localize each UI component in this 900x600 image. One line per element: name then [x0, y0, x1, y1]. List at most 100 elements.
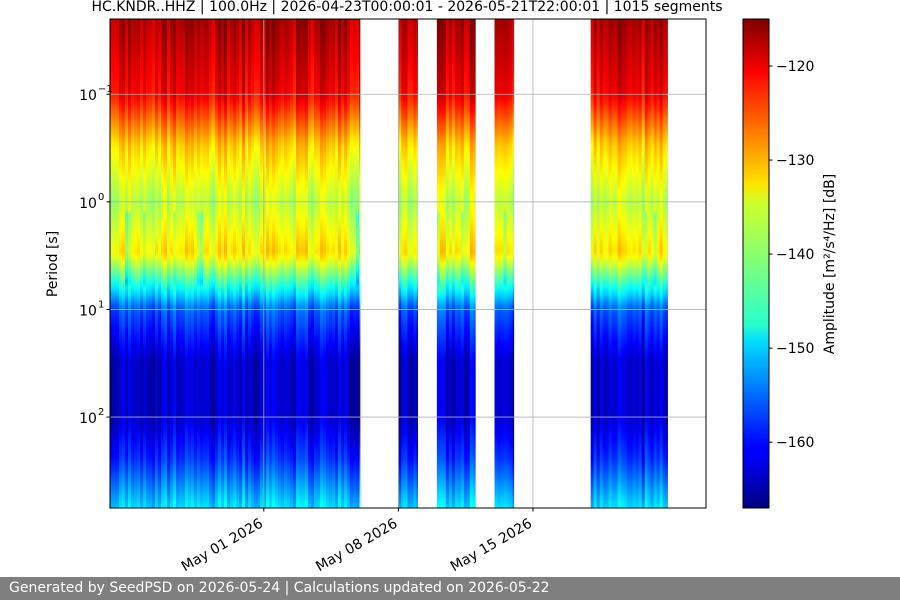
heatmap-column — [644, 19, 649, 508]
heatmap-column — [439, 19, 444, 508]
heatmap-column — [326, 19, 330, 508]
heatmap-column — [353, 19, 357, 508]
heatmap-column — [608, 19, 613, 508]
heatmap-column — [302, 19, 306, 508]
heatmap-column — [125, 19, 129, 508]
heatmap-column — [329, 19, 333, 508]
grid-lines — [110, 19, 706, 508]
heatmap-column — [308, 19, 312, 508]
heatmap-column — [641, 19, 646, 508]
heatmap-column — [152, 19, 156, 508]
heatmap-column — [299, 19, 303, 508]
heatmap-column — [257, 19, 261, 508]
colorbar-tick-label: −140 — [776, 247, 814, 263]
chart-title: HC.KNDR..HHZ | 100.0Hz | 2026-04-23T00:0… — [91, 0, 722, 15]
heatmap-column — [185, 19, 189, 508]
colorbar-tick-label: −130 — [776, 153, 814, 169]
heatmap-column — [593, 19, 598, 508]
heatmap-column — [620, 19, 625, 508]
heatmap-column — [460, 19, 465, 508]
x-axis: May 01 2026 May 08 2026 May 15 2026 — [179, 508, 535, 575]
heatmap-column — [200, 19, 204, 508]
heatmap-column — [116, 19, 120, 508]
heatmap-column — [445, 19, 450, 508]
heatmap-column — [347, 19, 351, 508]
heatmap-column — [629, 19, 634, 508]
heatmap-column — [416, 19, 419, 508]
heatmap-column — [599, 19, 604, 508]
heatmap-column — [311, 19, 315, 508]
heatmap-column — [359, 19, 361, 508]
heatmap-column — [497, 19, 501, 508]
colorbar — [742, 18, 770, 509]
heatmap-column — [113, 19, 117, 508]
heatmap-column — [442, 19, 447, 508]
y-tick-exponent: 0 — [98, 192, 104, 203]
heatmap-column — [188, 19, 192, 508]
heatmap-column — [206, 19, 210, 508]
heatmap-column — [290, 19, 294, 508]
heatmap-column — [278, 19, 282, 508]
heatmap-column — [596, 19, 601, 508]
heatmap-column — [173, 19, 177, 508]
heatmap-column — [500, 19, 504, 508]
x-tick-label: May 08 2026 — [313, 516, 400, 576]
heatmap-column — [119, 19, 123, 508]
heatmap-column — [509, 19, 513, 508]
heatmap-column — [320, 19, 324, 508]
heatmap-column — [512, 19, 515, 508]
heatmap-column — [448, 19, 453, 508]
heatmap-column — [356, 19, 360, 508]
heatmap-column — [296, 19, 300, 508]
x-tick-label: May 01 2026 — [179, 516, 266, 576]
heatmap-column — [161, 19, 165, 508]
heatmap-column — [350, 19, 354, 508]
colorbar-tick-label: −120 — [776, 59, 814, 75]
heatmap-column — [233, 19, 237, 508]
heatmap-column — [305, 19, 309, 508]
heatmap-column — [466, 19, 471, 508]
heatmap-column — [209, 19, 213, 508]
heatmap-column — [263, 19, 267, 508]
colorbar-tick-label: −160 — [776, 435, 814, 451]
footer-bar: Generated by SeedPSD on 2026-05-24 | Cal… — [0, 577, 900, 600]
heatmap-column — [323, 19, 327, 508]
heatmap-column — [638, 19, 643, 508]
colorbar-ticks: −120 −130 −140 −150 −160 — [769, 59, 814, 451]
heatmap-column — [155, 19, 159, 508]
heatmap-column — [215, 19, 219, 508]
heatmap-column — [469, 19, 474, 508]
heatmap-column — [179, 19, 183, 508]
heatmap-column — [251, 19, 255, 508]
heatmap-column — [266, 19, 270, 508]
heatmap-column — [128, 19, 132, 508]
heatmap-column — [611, 19, 616, 508]
heatmap-column — [614, 19, 619, 508]
heatmap-column — [245, 19, 249, 508]
data-segment — [494, 19, 515, 508]
heatmap-column — [494, 19, 498, 508]
psd-spectrogram-chart: HC.KNDR..HHZ | 100.0Hz | 2026-04-23T00:0… — [45, 0, 838, 575]
y-tick-label: 10 — [79, 303, 97, 319]
heatmap-column — [284, 19, 288, 508]
colorbar-label: Amplitude [m²/s⁴/Hz] [dB] — [822, 174, 838, 354]
heatmap-column — [131, 19, 135, 508]
heatmap-column — [194, 19, 198, 508]
heatmap-column — [182, 19, 186, 508]
heatmap-column — [122, 19, 126, 508]
heatmap-column — [472, 19, 476, 508]
heatmap-column — [404, 19, 408, 508]
heatmap-column — [167, 19, 171, 508]
heatmap-column — [158, 19, 162, 508]
heatmap-column — [140, 19, 144, 508]
heatmap-column — [218, 19, 222, 508]
heatmap-column — [626, 19, 631, 508]
y-tick-label: 10 — [79, 196, 97, 212]
y-tick-label: 10 — [79, 88, 97, 104]
heatmap-column — [602, 19, 607, 508]
heatmap-column — [203, 19, 207, 508]
heatmap-column — [398, 19, 402, 508]
heatmap-column — [623, 19, 628, 508]
heatmap-column — [605, 19, 610, 508]
heatmap-column — [338, 19, 342, 508]
